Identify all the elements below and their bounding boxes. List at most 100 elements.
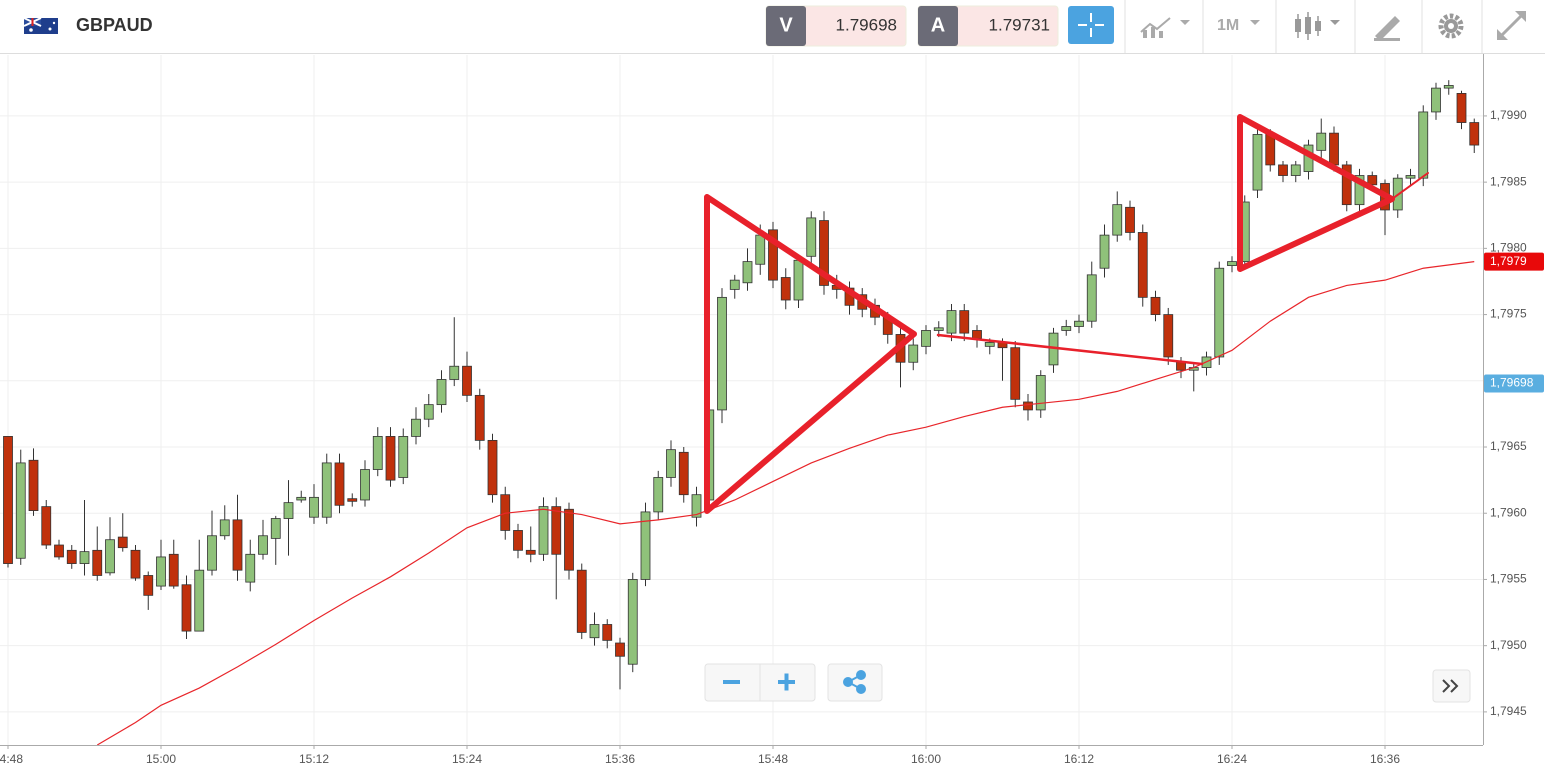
- candle-body: [1456, 93, 1467, 123]
- buy-label-box: [918, 6, 958, 46]
- chart-type-button[interactable]: [1295, 12, 1340, 40]
- candle-body: [946, 310, 957, 334]
- grid: [0, 55, 1483, 745]
- price-tag-label: 1,7979: [1490, 254, 1527, 268]
- candle-body: [1367, 175, 1378, 186]
- y-tick-label: 1,7975: [1490, 307, 1527, 321]
- timeframe-button[interactable]: 1M: [1217, 17, 1239, 34]
- candle-body: [984, 341, 995, 347]
- y-tick-label: 1,7990: [1490, 108, 1527, 122]
- candle-body: [691, 494, 702, 518]
- candle-body: [411, 418, 421, 437]
- candle-body: [1405, 175, 1416, 179]
- y-tick-label: 1,7960: [1490, 505, 1527, 519]
- candle-body: [1418, 111, 1429, 179]
- candle-body: [207, 535, 217, 571]
- candle-body: [1150, 296, 1161, 315]
- candle-body: [245, 553, 256, 583]
- fullscreen-button[interactable]: [1497, 11, 1526, 40]
- indicator-button[interactable]: [1140, 17, 1190, 38]
- drawings: [704, 114, 1429, 514]
- candle-body: [309, 496, 319, 518]
- candle-body: [755, 234, 766, 265]
- candle-body: [1099, 234, 1110, 269]
- candle-body: [1278, 164, 1288, 176]
- candle-body: [41, 506, 52, 546]
- candle-body: [334, 462, 345, 506]
- candle-body: [1265, 134, 1276, 166]
- candle-body: [564, 508, 574, 571]
- candle-body: [1163, 314, 1174, 358]
- candle-body: [640, 511, 651, 580]
- buy-label: A: [931, 14, 945, 36]
- candle-body: [1074, 320, 1084, 327]
- candle-body: [385, 436, 396, 481]
- candle-body: [525, 549, 536, 555]
- candle-body: [1252, 134, 1263, 191]
- zoom-in[interactable]: [778, 673, 795, 691]
- candle-body: [921, 330, 931, 347]
- price-tag: [1484, 252, 1544, 271]
- x-tick-label: 15:12: [299, 752, 329, 766]
- candle-body: [372, 436, 383, 470]
- candle-body: [283, 502, 294, 519]
- share-button[interactable]: [843, 670, 866, 694]
- candle-body: [1137, 232, 1148, 298]
- settings-button[interactable]: [1438, 13, 1464, 39]
- candle-body: [1125, 206, 1135, 233]
- candle-body: [92, 549, 103, 576]
- axes: 1,79451,79501,79551,79601,79651,79701,79…: [0, 108, 1544, 766]
- candle-body: [908, 344, 919, 363]
- candle-body: [678, 451, 689, 496]
- candle-body: [474, 394, 485, 441]
- candle-body: [972, 330, 982, 339]
- candle-body: [1469, 122, 1480, 146]
- candle-body: [3, 436, 13, 564]
- candle-body: [28, 459, 39, 511]
- candle-body: [819, 220, 829, 286]
- drawing-button[interactable]: [1374, 16, 1400, 41]
- candle-body: [194, 569, 205, 632]
- flag-icon: [23, 17, 58, 34]
- candle-body: [513, 530, 523, 551]
- y-tick-label: 1,7980: [1490, 241, 1527, 255]
- candle-body: [258, 535, 268, 555]
- sell-label: V: [779, 14, 793, 36]
- candle-body: [653, 477, 664, 513]
- candle-body: [1329, 132, 1339, 166]
- candle-body: [66, 549, 77, 564]
- candle-body: [806, 217, 817, 257]
- candle-body: [360, 469, 370, 501]
- candle-body: [1290, 164, 1301, 176]
- crosshair-icon: [1078, 13, 1104, 37]
- x-tick-label: 15:00: [146, 752, 176, 766]
- candle-body: [1443, 85, 1454, 89]
- candle-body: [15, 462, 26, 559]
- timeframe-caret: [1250, 20, 1260, 25]
- candle-body: [1341, 164, 1352, 206]
- x-tick-label: 15:36: [605, 752, 635, 766]
- candle-body: [959, 310, 970, 334]
- series: [3, 80, 1480, 745]
- candle-body: [270, 518, 281, 539]
- candle-body: [156, 556, 166, 587]
- sell-price: 1.79698: [836, 15, 897, 34]
- candle-body: [793, 259, 804, 301]
- candle-body: [54, 544, 64, 558]
- candle-body: [398, 436, 409, 478]
- crosshair-button[interactable]: [1068, 6, 1114, 44]
- candle-body: [1431, 87, 1441, 113]
- x-tick-label: 16:12: [1064, 752, 1094, 766]
- zoom-out[interactable]: [723, 680, 740, 684]
- share-box: [827, 663, 883, 702]
- candle-body: [589, 624, 600, 639]
- candle-body: [117, 536, 128, 549]
- scroll-end-button[interactable]: [1442, 679, 1459, 693]
- candle-body: [551, 506, 562, 555]
- candle-body: [742, 261, 753, 284]
- x-tick-label: 16:24: [1217, 752, 1247, 766]
- candle-body: [538, 506, 549, 555]
- scroll-end-box: [1432, 669, 1471, 703]
- candle-body: [462, 365, 472, 396]
- candle-body: [768, 229, 778, 281]
